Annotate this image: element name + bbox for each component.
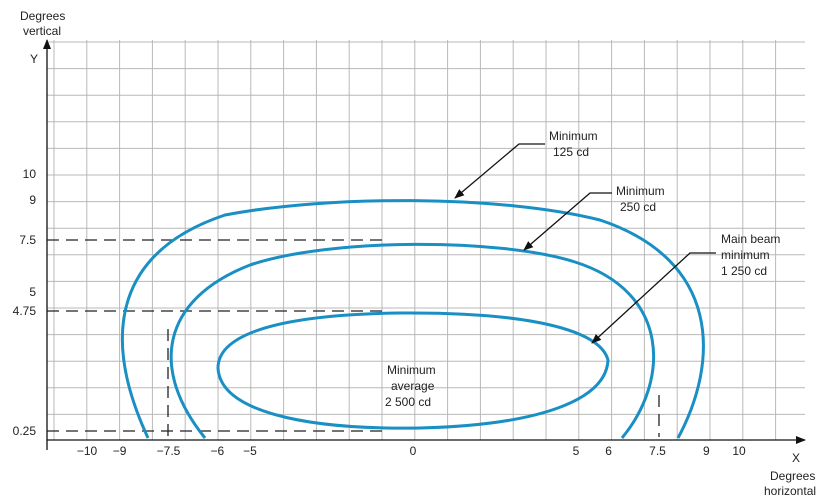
label-main-line2: minimum [721, 248, 770, 262]
y-tick-label: 5 [29, 285, 36, 299]
x-tick-label: −6 [211, 444, 225, 458]
label-min125-line1: Minimum [549, 129, 598, 143]
y-tick-label: 0.25 [13, 424, 37, 438]
leader-minimum-125-cd [455, 144, 545, 198]
y-tick-label: 10 [23, 167, 37, 181]
x-tick-label: 10 [732, 444, 746, 458]
label-main-line1: Main beam [721, 232, 780, 246]
label-avg-line3: 2 500 cd [385, 395, 431, 409]
x-axis-title-line2: horizontal [764, 484, 816, 498]
reference-dashed-lines [47, 240, 659, 437]
x-tick-label: 7.5 [649, 444, 666, 458]
x-axis-letter: X [792, 451, 800, 465]
label-min125-line2: 125 cd [553, 145, 589, 159]
x-tick-label: 9 [703, 444, 710, 458]
x-tick-label: 6 [605, 444, 612, 458]
label-min250-line1: Minimum [616, 184, 665, 198]
label-min250-line2: 250 cd [620, 200, 656, 214]
x-tick-label: −10 [77, 444, 98, 458]
x-tick-label: −5 [243, 444, 257, 458]
x-tick-label: 5 [573, 444, 580, 458]
x-tick-labels: −10 −9 −7.5 −6 −5 0 5 6 7.5 9 10 [77, 444, 746, 458]
y-tick-label: 7.5 [19, 233, 36, 247]
label-main-line3: 1 250 cd [721, 264, 767, 278]
x-tick-label: 0 [410, 444, 417, 458]
x-tick-label: −9 [113, 444, 127, 458]
y-axis-title-line2: vertical [23, 24, 61, 38]
y-tick-labels: 10 9 7.5 5 4.75 0.25 [13, 167, 37, 438]
label-avg-line1: Minimum [387, 363, 436, 377]
x-axis-title-line1: Degrees [770, 469, 815, 483]
x-tick-label: −7.5 [157, 444, 181, 458]
y-tick-label: 9 [29, 193, 36, 207]
y-axis-letter: Y [30, 52, 38, 66]
label-avg-line2: average [391, 379, 435, 393]
y-axis-title-line1: Degrees [20, 9, 65, 23]
y-tick-label: 4.75 [13, 304, 37, 318]
leader-main-beam [592, 253, 716, 343]
